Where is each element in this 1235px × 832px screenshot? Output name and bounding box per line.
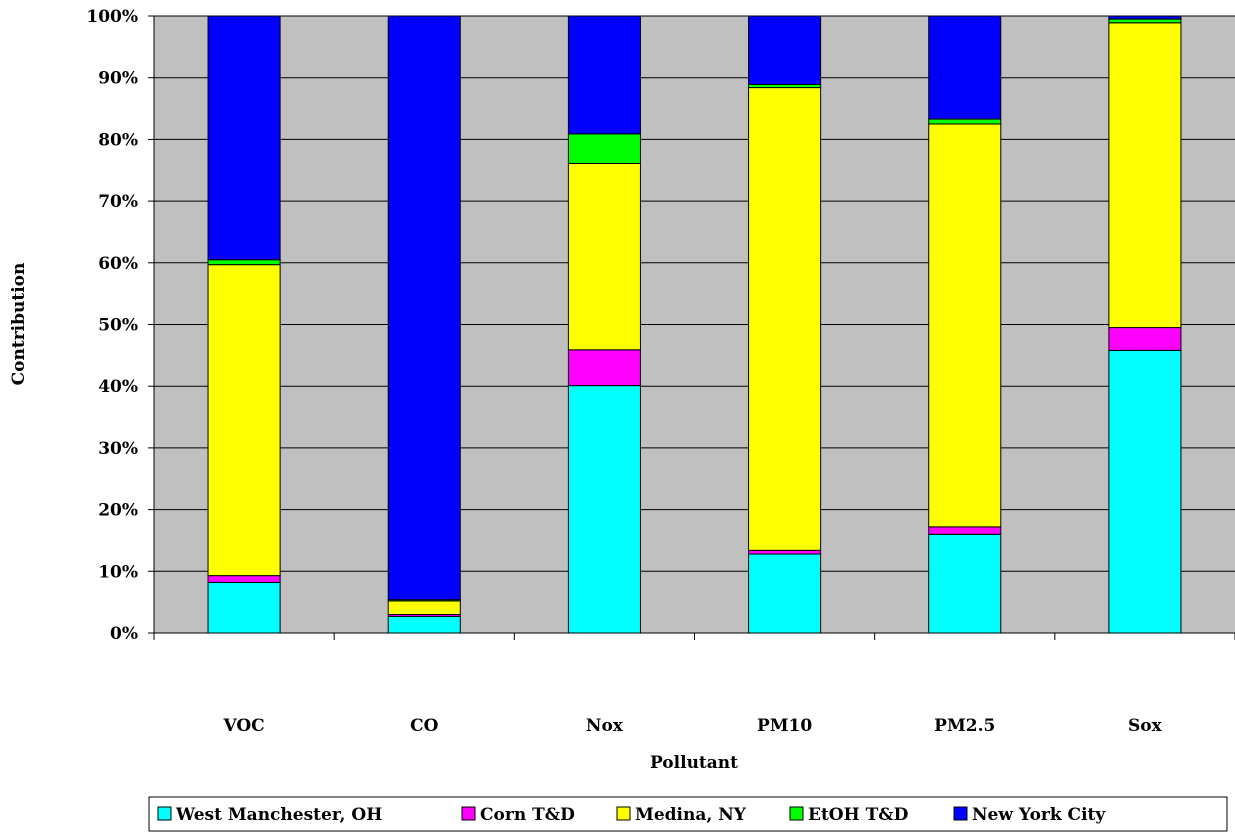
bar-segment: [207, 264, 281, 577]
bar-segment: [567, 15, 641, 135]
bar-segment: [1108, 327, 1182, 351]
x-tick-label: VOC: [222, 716, 264, 736]
y-tick-label: 70%: [98, 192, 138, 212]
y-tick-label: 100%: [86, 7, 138, 27]
legend-label: New York City: [972, 805, 1106, 825]
bar-segment: [748, 15, 822, 85]
legend: West Manchester, OH Corn T&D Medina, NY EtO…: [148, 796, 1228, 832]
bar-segment: [928, 533, 1002, 634]
legend-swatch: [616, 806, 631, 821]
bar-segment: [387, 15, 461, 601]
bar-segment: [387, 600, 461, 615]
bar-segment: [1108, 22, 1182, 329]
plot-area: [154, 15, 1235, 634]
bar-segment: [207, 259, 281, 266]
bars: [207, 15, 1182, 634]
legend-label: West Manchester, OH: [175, 805, 382, 825]
y-tick-label: 90%: [98, 69, 138, 89]
legend-swatch: [157, 806, 172, 821]
bar-segment: [748, 87, 822, 551]
bar-segment: [1108, 349, 1182, 634]
bar-segment: [928, 123, 1002, 528]
legend-box: [148, 796, 1228, 832]
y-tick-label: 0%: [110, 624, 138, 644]
y-tick-label: 40%: [98, 377, 138, 397]
legend-swatch: [461, 806, 476, 821]
y-tick-label: 30%: [98, 439, 138, 459]
bar-segment: [567, 133, 641, 164]
y-axis: 0% 10% 20% 30% 40% 50% 60% 70% 80% 90% 100%: [86, 7, 155, 644]
y-axis-title: Contribution: [9, 263, 29, 386]
bar-segment: [1108, 15, 1182, 20]
bar-segment: [1108, 18, 1182, 24]
legend-label: Corn T&D: [480, 805, 575, 825]
y-tick-label: 10%: [98, 562, 138, 582]
bar-segment: [928, 15, 1002, 120]
bar-segment: [748, 549, 822, 555]
bar-segment: [928, 118, 1002, 125]
bar-segment: [748, 553, 822, 634]
x-axis: VOC CO Nox PM10 PM2.5 Sox: [153, 632, 1235, 736]
legend-swatch: [953, 806, 968, 821]
bar-segment: [387, 615, 461, 634]
legend-label: Medina, NY: [635, 805, 747, 825]
bar-segment: [928, 526, 1002, 535]
bar-segment: [567, 385, 641, 634]
x-tick-label: Nox: [586, 716, 624, 736]
legend-swatch: [789, 806, 804, 821]
bar-segment: [567, 349, 641, 387]
bar-segment: [567, 162, 641, 351]
bar-segment: [207, 581, 281, 634]
x-tick-label: CO: [410, 716, 439, 736]
x-tick-label: PM2.5: [934, 716, 995, 736]
x-axis-title: Pollutant: [650, 753, 738, 773]
y-tick-label: 80%: [98, 130, 138, 150]
x-tick-label: PM10: [757, 716, 812, 736]
legend-label: EtOH T&D: [808, 805, 909, 825]
bar-segment: [207, 575, 281, 583]
bar-segment: [207, 15, 281, 261]
x-tick-label: Sox: [1128, 716, 1163, 736]
y-tick-label: 60%: [98, 254, 138, 274]
y-tick-label: 50%: [98, 316, 138, 336]
y-tick-label: 20%: [98, 501, 138, 521]
